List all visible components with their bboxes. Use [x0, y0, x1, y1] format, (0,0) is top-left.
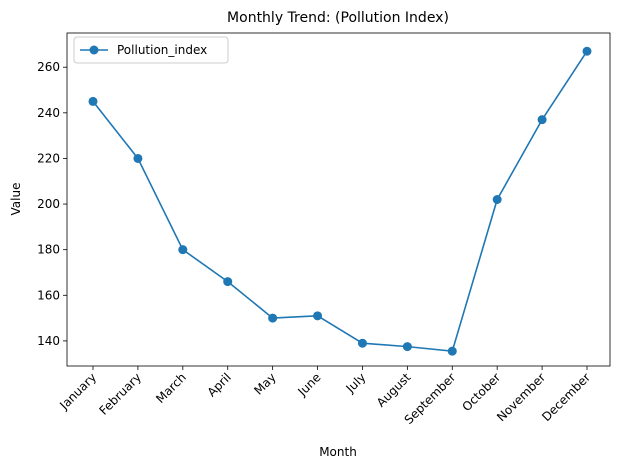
data-point — [447, 346, 457, 356]
data-point — [88, 96, 98, 106]
x-tick-label: June — [295, 370, 324, 399]
y-tick-label: 220 — [37, 151, 60, 165]
data-point — [178, 245, 188, 255]
data-point — [357, 338, 367, 348]
x-tick-label: February — [97, 370, 145, 418]
x-tick-label: December — [539, 370, 593, 424]
chart-title: Monthly Trend: (Pollution Index) — [227, 10, 449, 26]
y-tick-label: 260 — [37, 60, 60, 74]
legend-label: Pollution_index — [117, 43, 207, 57]
y-tick-label: 160 — [37, 288, 60, 302]
x-tick-label: October — [459, 370, 503, 414]
legend: Pollution_index — [73, 36, 229, 64]
data-point — [223, 277, 233, 287]
y-tick-label: 180 — [37, 243, 60, 257]
data-point — [268, 313, 278, 323]
x-tick-label: January — [56, 370, 99, 413]
data-point — [133, 153, 143, 163]
y-axis-label: Value — [9, 183, 23, 216]
x-tick-label: April — [205, 370, 234, 399]
y-tick-label: 200 — [37, 197, 60, 211]
data-point — [313, 311, 323, 321]
axes-frame — [66, 32, 611, 367]
y-tick-label: 240 — [37, 106, 60, 120]
series-line — [92, 50, 588, 353]
data-point — [582, 46, 592, 56]
legend-frame — [73, 36, 229, 64]
x-tick-label: July — [343, 370, 369, 396]
x-tick-label: March — [153, 370, 189, 406]
x-axis-label: Month — [319, 445, 357, 459]
data-point — [402, 342, 412, 352]
x-tick-label: May — [251, 370, 278, 397]
legend-marker — [89, 45, 99, 55]
data-point — [492, 195, 502, 204]
y-tick-label: 140 — [37, 334, 60, 348]
data-point — [537, 115, 547, 125]
x-tick-label: August — [374, 370, 414, 410]
